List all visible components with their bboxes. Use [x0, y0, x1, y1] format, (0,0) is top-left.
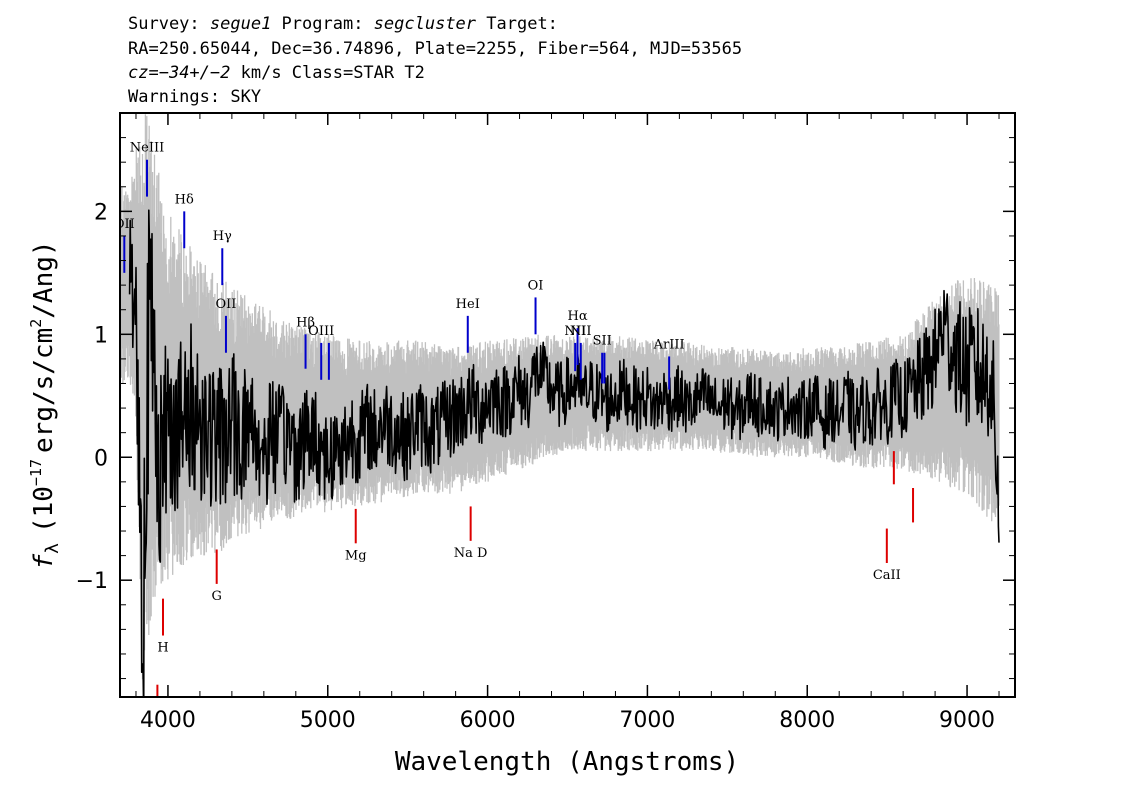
flux-layer [128, 209, 1000, 697]
y-axis-f: f [29, 554, 59, 570]
survey-label: Survey: [128, 14, 210, 34]
x-axis-ticks: 4000 5000 6000 7000 8000 9000 [135, 113, 1000, 733]
x-tick-label: 4000 [140, 708, 196, 733]
line-label: Hδ [175, 192, 194, 207]
survey-value: segue1 [210, 14, 271, 34]
y-axis-exp1: −17 [27, 459, 45, 486]
line-label: HeI [456, 297, 480, 312]
line-label: ArIII [653, 337, 685, 352]
line-label: NII [564, 324, 586, 339]
line-label: Hα [568, 309, 588, 324]
line-label: OII [215, 297, 236, 312]
flux-line [128, 209, 1000, 697]
line-label: OII [114, 217, 135, 232]
line-label: SII [593, 334, 612, 349]
x-axis-title: Wavelength (Angstroms) [395, 747, 739, 777]
y-tick-label: 0 [94, 446, 108, 471]
header-line-1: Survey: segue1 Program: segcluster Targe… [128, 14, 558, 34]
y-axis-lambda: λ [42, 543, 63, 554]
header-line-3: cz=−34+/−2 km/s Class=STAR T2 [128, 63, 425, 83]
cz-value: =−34+/−2 [148, 63, 230, 83]
y-tick-label: 1 [94, 323, 108, 348]
header: Survey: segue1 Program: segcluster Targe… [128, 14, 742, 107]
cz-label: cz [128, 63, 148, 83]
y-axis-ticks: −1 0 1 2 [76, 137, 1015, 680]
line-label: H [157, 641, 168, 656]
y-axis-prefix: (10 [29, 486, 59, 533]
program-value: segcluster [374, 14, 477, 34]
line-label: Na D [454, 546, 488, 561]
x-tick-label: 8000 [779, 708, 835, 733]
cz-unit-class: km/s Class=STAR T2 [230, 63, 424, 83]
line-label: NII [570, 324, 592, 339]
line-label: Hγ [213, 229, 232, 244]
line-label: Mg [345, 548, 367, 563]
line-label: NeIII [130, 141, 164, 156]
line-label: OI [528, 278, 544, 293]
line-label: Hβ [296, 315, 315, 330]
line-label: OIII [308, 324, 334, 339]
x-tick-label: 5000 [300, 708, 356, 733]
target-label: Target: [476, 14, 558, 34]
program-label: Program: [271, 14, 373, 34]
y-axis-suffix: /Ang) [29, 240, 59, 318]
line-label: CaII [873, 568, 901, 583]
header-line-2: RA=250.65044, Dec=36.74896, Plate=2255, … [128, 39, 742, 59]
plot-frame [119, 112, 1016, 698]
y-axis-title: fλ (10−17 erg/s/cm2/Ang) [27, 240, 63, 569]
header-line-4: Warnings: SKY [128, 87, 261, 107]
y-axis-exp2: 2 [27, 319, 45, 328]
x-tick-label: 9000 [939, 708, 995, 733]
x-tick-label: 7000 [619, 708, 675, 733]
x-tick-label: 6000 [460, 708, 516, 733]
y-tick-label: −1 [76, 569, 108, 594]
y-axis-mid: erg/s/cm [29, 328, 59, 453]
line-label: G [211, 589, 221, 604]
y-tick-label: 2 [94, 200, 108, 225]
